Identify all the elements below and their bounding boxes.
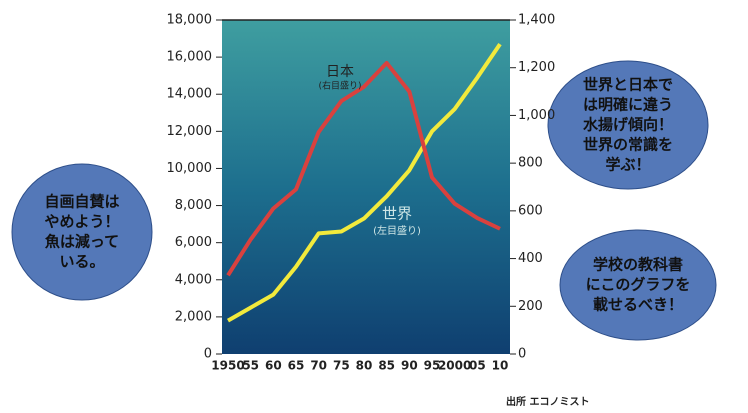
y2-tick-label: 400 (518, 251, 543, 266)
x-tick-label: 55 (242, 359, 259, 373)
x-tick-label: 85 (378, 359, 395, 373)
y2-tick-label: 0 (518, 347, 526, 362)
y-tick-label: 16,000 (167, 50, 213, 65)
x-tick-label: 80 (356, 359, 373, 373)
bubble-text: 世界の常識を (583, 136, 673, 154)
y-tick-label: 18,000 (167, 13, 213, 28)
y2-tick-label: 1,000 (518, 108, 555, 123)
y-tick-label: 8,000 (175, 198, 212, 213)
x-tick-label: 90 (401, 359, 418, 373)
bubble-text: 載せるべき！ (593, 296, 683, 314)
x-tick-label: 1950 (211, 359, 244, 373)
x-tick-label: 65 (288, 359, 305, 373)
bubble-text: 学校の教科書 (593, 256, 683, 274)
series-note: (右目盛り) (318, 80, 361, 92)
y-tick-label: 14,000 (167, 87, 213, 102)
plot-background (222, 20, 510, 354)
bubble-text: 水揚げ傾向！ (583, 116, 673, 134)
x-tick-label: 10 (492, 359, 509, 373)
y2-tick-label: 1,400 (518, 13, 555, 28)
series-label: 世界 (382, 205, 412, 223)
bubble-text: にこのグラフを (586, 276, 691, 294)
bubble-text: は明確に違う (583, 96, 673, 114)
x-tick-label: 75 (333, 359, 350, 373)
x-tick-label: 2000 (438, 359, 471, 373)
series-label: 日本 (326, 64, 354, 80)
y-tick-label: 4,000 (175, 272, 212, 287)
bubble-text: 学ぶ！ (605, 156, 650, 174)
x-tick-label: 60 (265, 359, 282, 373)
chart: 出所 エコノミスト 0 2,000 4,000 6,000 8,000 10,000 12,… (0, 0, 748, 413)
y-tick-label: 2,000 (175, 309, 212, 324)
bubble-text: やめよう！ (44, 213, 119, 231)
x-tick-label: 05 (469, 359, 486, 373)
y2-tick-label: 200 (518, 299, 543, 314)
bubble-text: いる。 (59, 253, 104, 271)
bubble-text: 世界と日本で (583, 76, 673, 94)
x-tick-label: 70 (310, 359, 327, 373)
y2-tick-label: 800 (518, 156, 543, 171)
bubble-text: 自画自賛は (44, 193, 119, 211)
y2-tick-label: 600 (518, 203, 543, 218)
source: 出所 エコノミスト (506, 395, 589, 408)
bubble-text: 魚は減って (45, 233, 119, 251)
y-tick-label: 12,000 (167, 124, 213, 139)
series-note: (左目盛り) (373, 224, 421, 237)
y-tick-label: 6,000 (175, 235, 212, 250)
y2-tick-label: 1,200 (518, 60, 555, 75)
y-tick-label: 10,000 (167, 161, 213, 176)
